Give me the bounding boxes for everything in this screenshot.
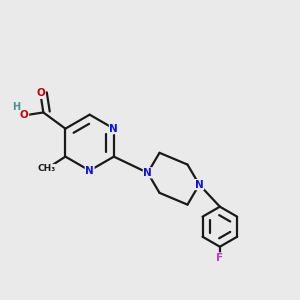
Text: F: F bbox=[216, 253, 224, 263]
Text: N: N bbox=[143, 168, 152, 178]
Text: N: N bbox=[85, 166, 94, 176]
Text: N: N bbox=[110, 124, 118, 134]
Text: O: O bbox=[20, 110, 28, 120]
Text: CH₃: CH₃ bbox=[37, 164, 56, 173]
Text: N: N bbox=[195, 180, 204, 190]
Text: O: O bbox=[36, 88, 45, 98]
Text: H: H bbox=[12, 102, 20, 112]
